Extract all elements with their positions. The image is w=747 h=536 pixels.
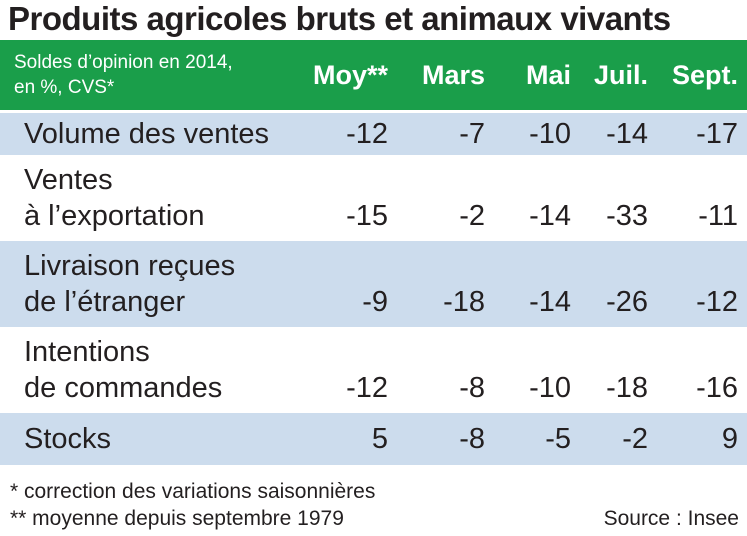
column-header: Moy**	[312, 60, 388, 90]
table-row: Intentions de commandes -12 -8 -10 -18 -16	[0, 327, 747, 413]
cell-value: -14	[529, 200, 571, 232]
cell-value: -12	[696, 286, 738, 318]
cell-value: -7	[459, 118, 485, 150]
cell-value: -26	[606, 286, 648, 318]
cell-value: -8	[459, 372, 485, 404]
cell-value: -2	[459, 200, 485, 232]
cell-value: -10	[529, 118, 571, 150]
cell-value: -5	[545, 423, 571, 455]
cell-value: -18	[443, 286, 485, 318]
cell-value: -10	[529, 372, 571, 404]
cell-value: -14	[529, 286, 571, 318]
row-label-line: Intentions	[24, 336, 150, 368]
footnote-1: * correction des variations saisonnières	[10, 480, 376, 503]
row-label-line: de l’étranger	[24, 286, 186, 318]
header-note-line-1: Soldes d’opinion en 2014,	[14, 52, 233, 73]
row-label-line: Volume des ventes	[24, 118, 270, 150]
cell-value: -17	[696, 118, 738, 150]
row-label: Volume des ventes	[24, 116, 269, 152]
column-header: Mai	[525, 60, 571, 90]
table-header: Soldes d’opinion en 2014, en %, CVS* Moy…	[0, 40, 747, 110]
cell-value: -2	[622, 423, 648, 455]
footnote-2: ** moyenne depuis septembre 1979	[10, 507, 344, 530]
cell-value: -12	[346, 118, 388, 150]
column-header: Juil.	[593, 60, 648, 90]
row-label-line: Stocks	[24, 423, 112, 455]
cell-value: -33	[606, 200, 648, 232]
table-row: Stocks 5 -8 -5 -2 9	[0, 413, 747, 465]
table-row: Ventes à l’exportation -15 -2 -14 -33 -11	[0, 155, 747, 241]
cell-value: -15	[346, 200, 388, 232]
row-label-line: de commandes	[24, 372, 223, 404]
cell-value: -9	[362, 286, 388, 318]
row-label: Intentions de commandes	[24, 334, 222, 406]
row-label-line: Livraison reçues	[24, 250, 236, 282]
cell-value: 9	[721, 423, 738, 455]
cell-value: -8	[459, 423, 485, 455]
row-label-line: Ventes	[24, 164, 113, 196]
header-note: Soldes d’opinion en 2014, en %, CVS*	[14, 50, 233, 100]
cell-value: -14	[606, 118, 648, 150]
row-label: Stocks	[24, 421, 111, 457]
table-row: Livraison reçues de l’étranger -9 -18 -14 -26…	[0, 241, 747, 327]
source-note: Source : Insee	[603, 507, 739, 530]
cell-value: 5	[371, 423, 388, 455]
column-header: Sept.	[671, 60, 738, 90]
row-label: Ventes à l’exportation	[24, 162, 205, 234]
cell-value: -18	[606, 372, 648, 404]
cell-value: -16	[696, 372, 738, 404]
row-label-line: à l’exportation	[24, 200, 205, 232]
column-header: Mars	[421, 60, 485, 90]
row-label: Livraison reçues de l’étranger	[24, 248, 235, 320]
table-title: Produits agricoles bruts et animaux viva…	[8, 0, 671, 37]
table-row: Volume des ventes -12 -7 -10 -14 -17	[0, 113, 747, 155]
header-note-line-2: en %, CVS*	[14, 77, 115, 98]
cell-value: -11	[698, 200, 738, 232]
cell-value: -12	[346, 372, 388, 404]
